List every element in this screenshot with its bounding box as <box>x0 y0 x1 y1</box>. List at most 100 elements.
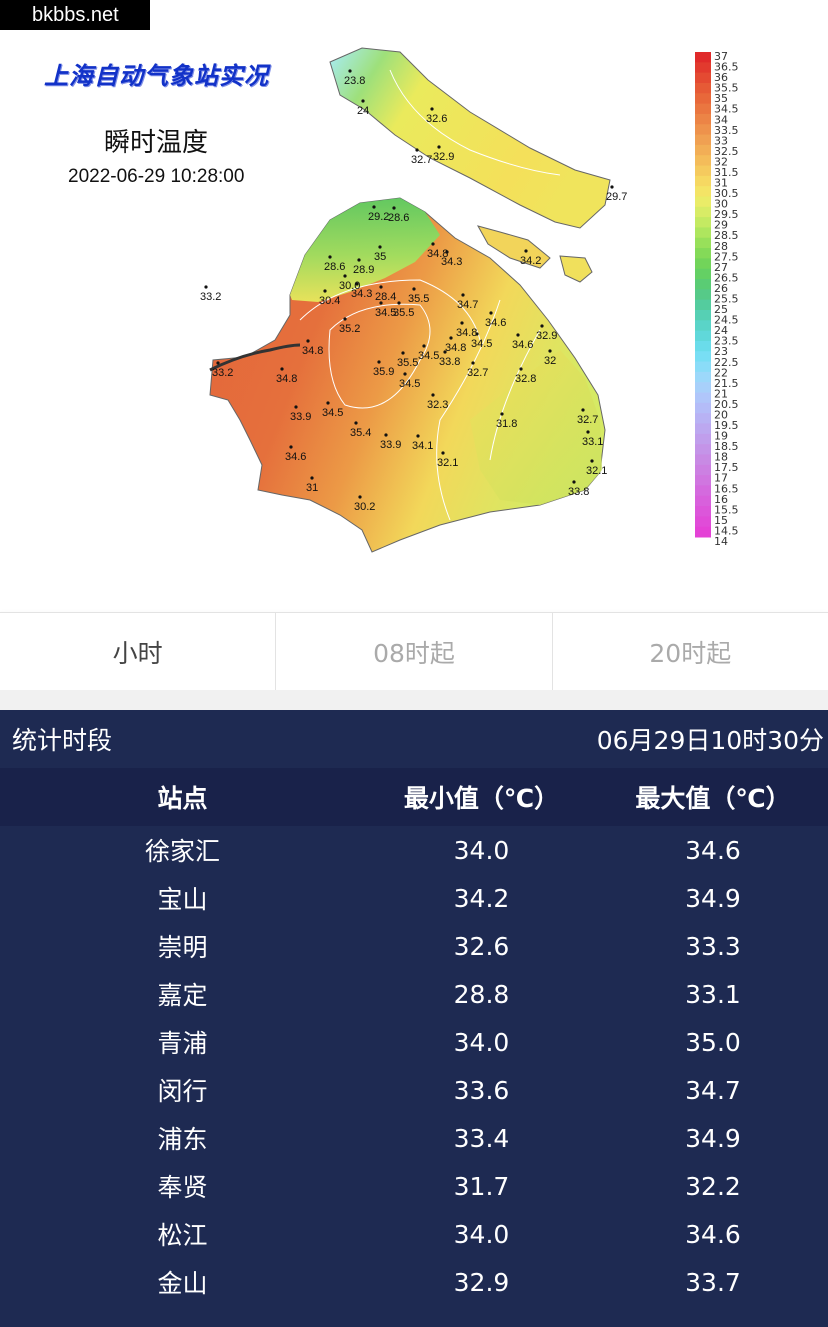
station-dot <box>449 336 453 340</box>
station-dot <box>306 339 310 343</box>
legend-color-swatch <box>695 464 711 476</box>
legend-color-swatch <box>695 351 711 363</box>
station-name: 青浦 <box>157 1029 208 1058</box>
legend-color-swatch <box>695 268 711 280</box>
min-value: 31.7 <box>453 1171 510 1201</box>
station-dot <box>392 206 396 210</box>
station-temperature-label: 32.1 <box>437 457 458 469</box>
station-temperature-label: 30.4 <box>319 295 340 307</box>
isotherm-line <box>389 69 561 176</box>
table-row: 宝山 34.2 34.9 <box>0 874 828 922</box>
station-dot <box>361 99 365 103</box>
legend-color-swatch <box>695 93 711 105</box>
station-temperature-label: 32.7 <box>411 154 432 166</box>
isotherm-line <box>436 299 501 521</box>
station-dot <box>397 301 401 305</box>
station-temperature-label: 34.6 <box>285 451 306 463</box>
legend-tick-label: 24.5 <box>714 314 739 327</box>
legend-tick-label: 22 <box>714 366 728 379</box>
station-dot <box>377 360 381 364</box>
legend-color-swatch <box>695 413 711 424</box>
station-temperature-label: 32.6 <box>426 113 447 125</box>
station-dot <box>379 285 383 289</box>
station-dot <box>461 293 465 297</box>
legend-color-swatch <box>695 454 711 466</box>
legend-tick-label: 20 <box>714 408 728 421</box>
station-temperature-label: 32.9 <box>433 151 454 163</box>
isotherm-line <box>299 279 481 341</box>
tab-from-08[interactable]: 08时起 <box>276 613 553 691</box>
min-value: 34.0 <box>453 1219 510 1249</box>
map-timestamp: 2022-06-29 10:28:00 <box>68 166 245 187</box>
legend-color-swatch <box>695 309 711 321</box>
legend-tick-label: 16 <box>714 493 728 506</box>
southeast-cool-region <box>470 350 602 505</box>
min-value: 34.0 <box>453 835 510 865</box>
station-temperature-label: 33.9 <box>290 411 311 423</box>
station-dot <box>548 349 552 353</box>
legend-tick-label: 28.5 <box>714 229 739 242</box>
station-temperature-label: 33.8 <box>568 486 589 498</box>
station-temperature-label: 30.0 <box>339 280 360 292</box>
station-dot <box>328 255 332 259</box>
station-dot <box>610 185 614 189</box>
legend-color-swatch <box>695 330 711 342</box>
max-value: 35.0 <box>685 1027 741 1057</box>
legend-tick-label: 17.5 <box>714 461 739 474</box>
legend-color-swatch <box>695 217 711 228</box>
tab-from-20[interactable]: 20时起 <box>649 639 732 668</box>
legend-tick-label: 17 <box>714 472 728 485</box>
station-dot <box>471 361 475 365</box>
header-max: 最大值（℃） <box>635 784 791 813</box>
station-temperature-label: 34.8 <box>427 248 448 260</box>
station-dot <box>289 445 293 449</box>
max-value: 34.6 <box>685 1219 741 1249</box>
legend-tick-label: 32 <box>714 155 728 168</box>
station-name: 徐家汇 <box>144 837 220 866</box>
stats-period-value: 06月29日10时30分 <box>596 726 824 755</box>
station-name: 崇明 <box>157 933 208 962</box>
station-dot <box>216 361 220 365</box>
min-value: 28.8 <box>453 979 510 1009</box>
watermark: bkbbs.net <box>0 0 150 30</box>
legend-tick-label: 19 <box>714 430 728 443</box>
station-temperature-label: 34.7 <box>457 299 478 311</box>
station-temperature-label: 34.3 <box>351 288 372 300</box>
station-temperature-label: 32.3 <box>427 399 448 411</box>
station-dot <box>586 430 590 434</box>
tab-hourly[interactable]: 小时 <box>0 613 277 691</box>
min-value: 33.4 <box>453 1123 510 1153</box>
legend-tick-label: 29 <box>714 219 728 232</box>
station-temperature-label: 33.1 <box>582 436 603 448</box>
station-temperature-label: 34.8 <box>302 345 323 357</box>
legend-color-swatch <box>695 196 711 208</box>
legend-tick-label: 33.5 <box>714 124 739 137</box>
legend-tick-label: 35 <box>714 92 728 105</box>
max-value: 34.9 <box>685 883 741 913</box>
legend-color-swatch <box>695 248 711 259</box>
station-dot <box>519 367 523 371</box>
station-dot <box>348 69 352 73</box>
legend-tick-label: 29.5 <box>714 208 739 221</box>
station-dot <box>354 421 358 425</box>
station-temperature-label: 24 <box>357 105 369 117</box>
legend-tick-label: 23 <box>714 345 728 358</box>
station-dot <box>280 367 284 371</box>
station-temperature-label: 33.2 <box>212 367 233 379</box>
legend-tick-label: 22.5 <box>714 356 739 369</box>
station-temperature-label: 32.7 <box>577 414 598 426</box>
legend-color-swatch <box>695 340 711 352</box>
legend-color-swatch <box>695 113 711 125</box>
station-temperature-label: 28.6 <box>324 261 345 273</box>
legend-color-swatch <box>695 433 711 445</box>
table-row: 浦东 33.4 34.9 <box>0 1114 828 1162</box>
legend-tick-label: 14.5 <box>714 524 739 537</box>
station-dot <box>412 287 416 291</box>
station-temperature-label: 34.6 <box>485 317 506 329</box>
station-temperature-label: 31 <box>306 482 318 494</box>
legend-color-swatch <box>695 206 711 218</box>
station-dot <box>384 433 388 437</box>
station-dot <box>441 451 445 455</box>
legend-color-swatch <box>695 299 711 311</box>
station-temperature-label: 35.5 <box>397 357 418 369</box>
